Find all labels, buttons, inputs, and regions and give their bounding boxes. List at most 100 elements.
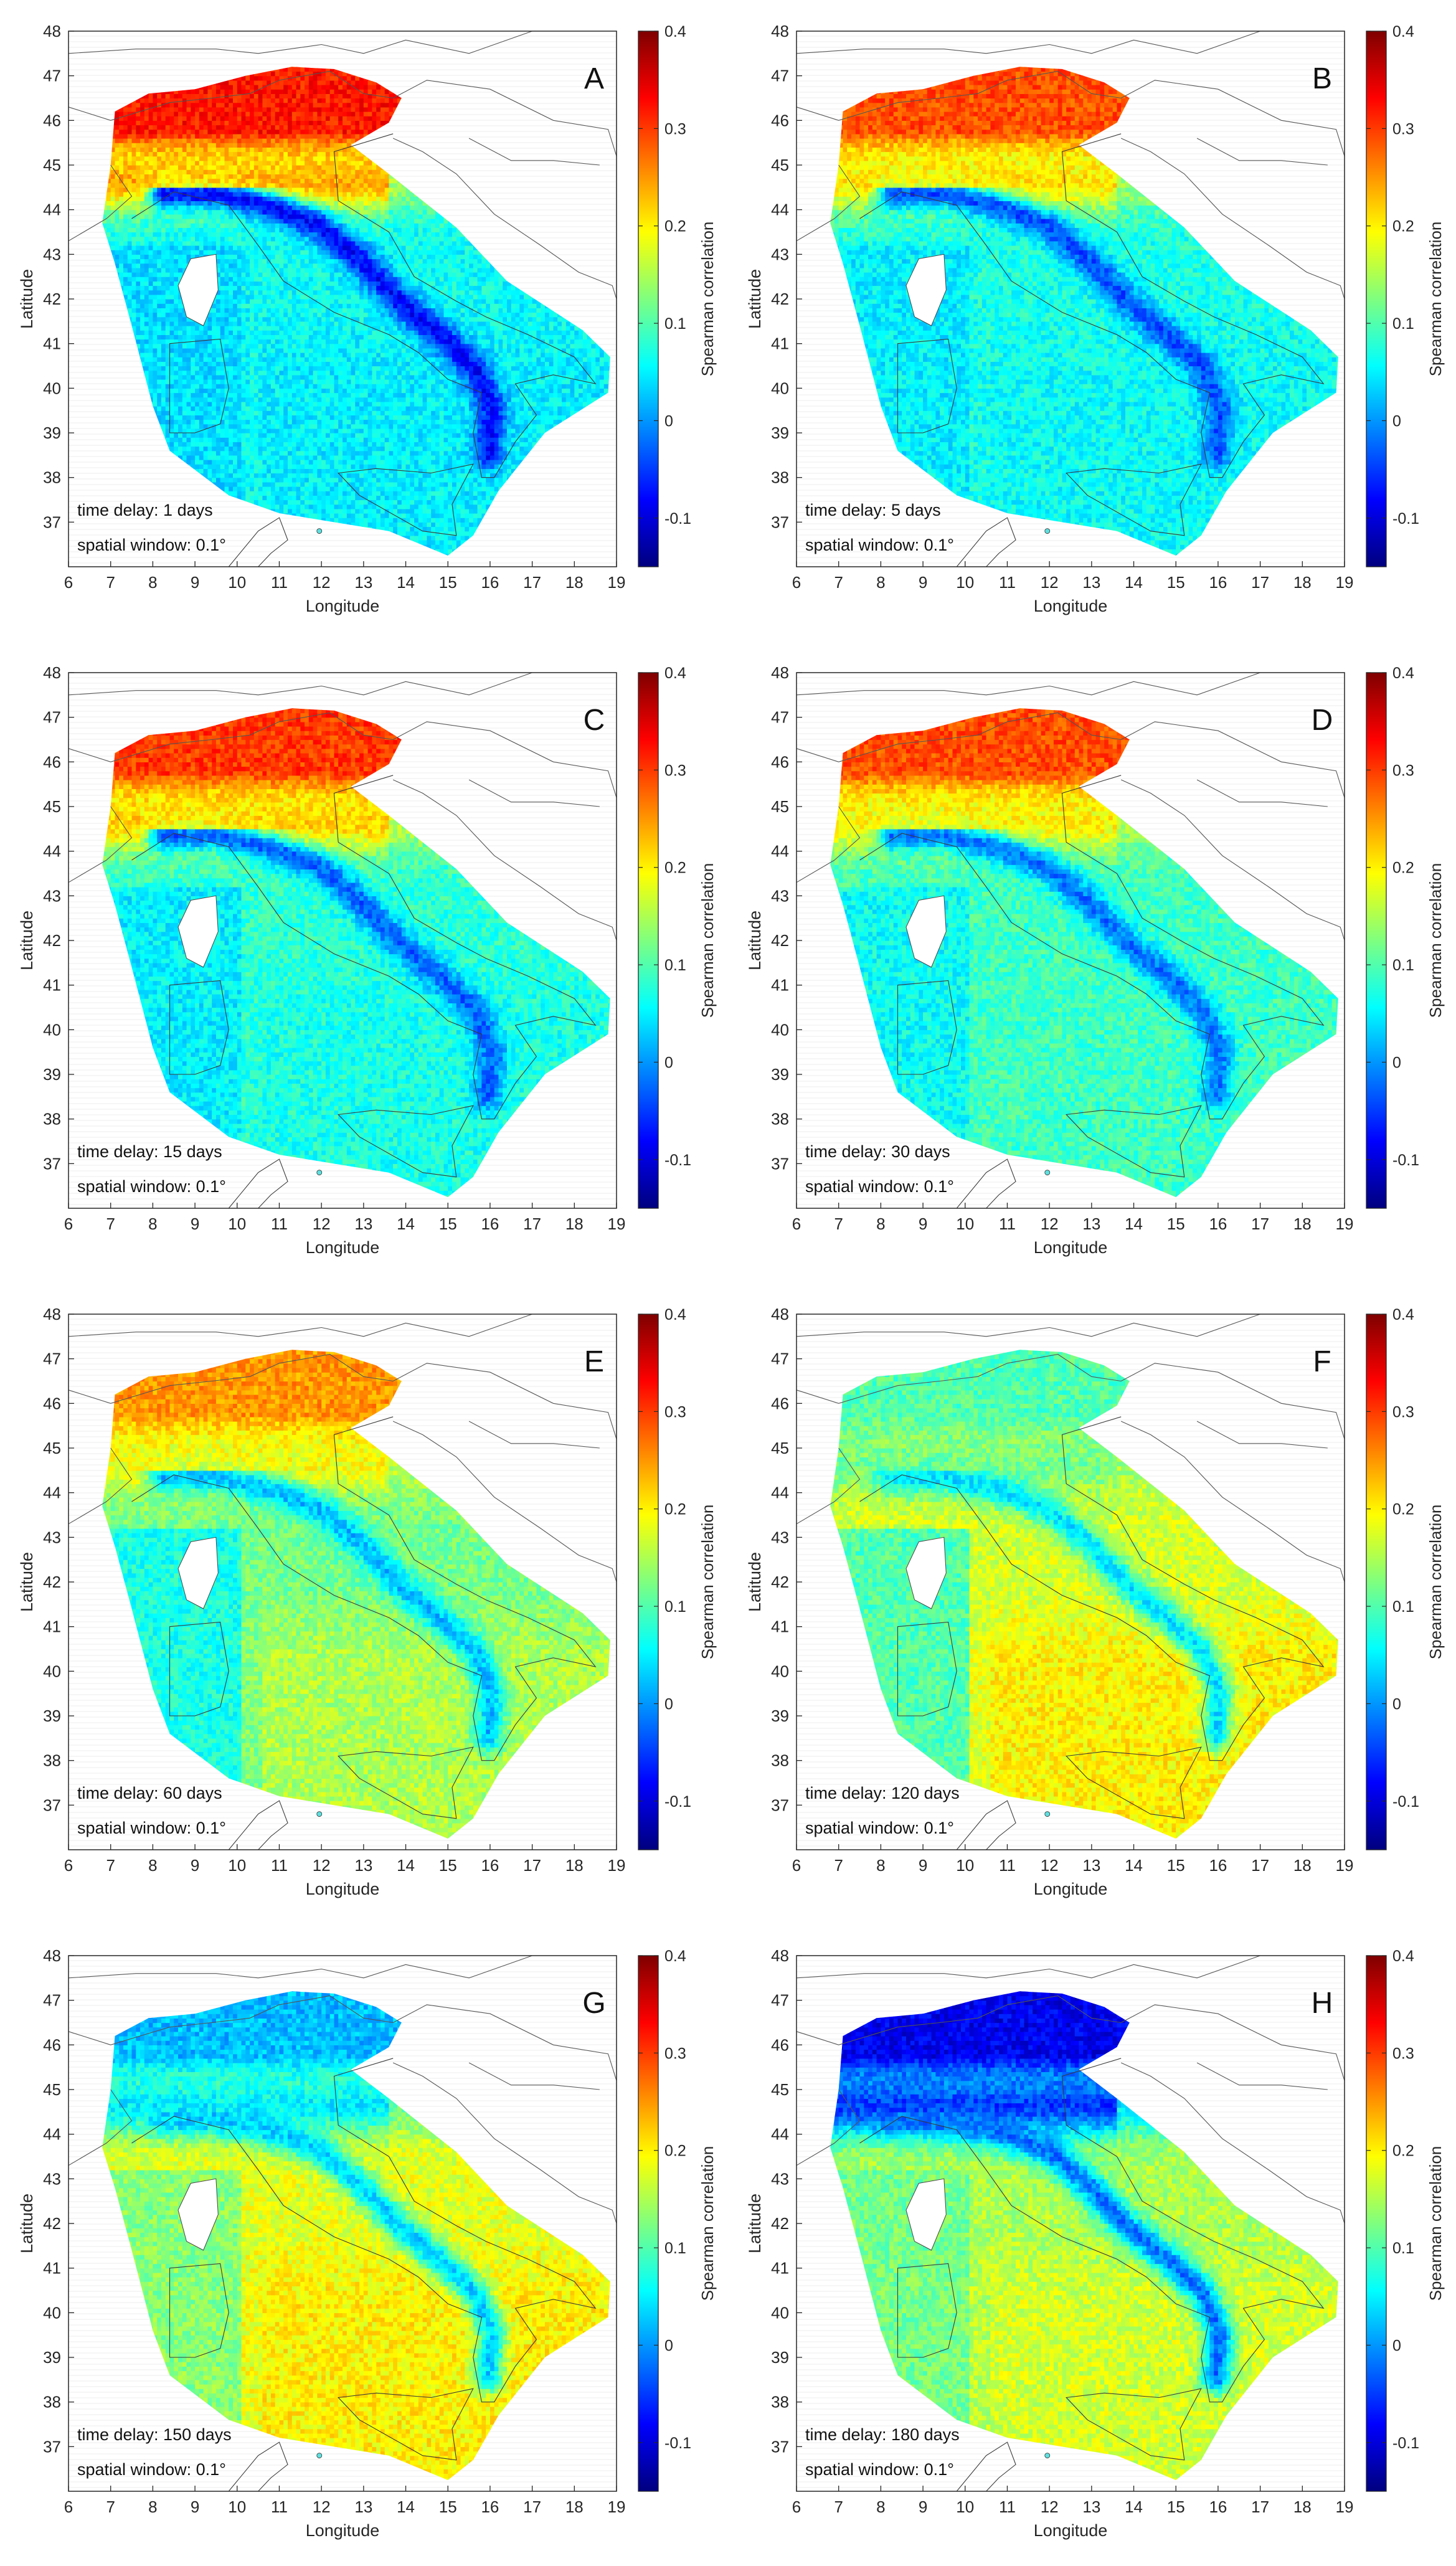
x-tick-label: 19: [1336, 1214, 1354, 1233]
panel-letter: A: [584, 62, 604, 95]
x-tick-label: 13: [1082, 573, 1100, 592]
y-tick-label: 48: [43, 1305, 61, 1323]
y-tick-label: 44: [771, 1484, 789, 1502]
y-tick-label: 37: [43, 513, 61, 531]
colorbar-tick-label: 0.4: [664, 23, 686, 40]
y-tick-label: 37: [43, 2437, 61, 2456]
colorbar-tick-label: 0.1: [664, 2240, 686, 2257]
x-tick-label: 11: [271, 1214, 288, 1233]
y-tick-label: 43: [771, 1528, 789, 1546]
y-tick-label: 47: [771, 1991, 789, 2010]
y-tick-label: 46: [43, 752, 61, 771]
pantelleria-island: [317, 2453, 322, 2458]
colorbar: [638, 1314, 658, 1850]
y-tick-label: 38: [771, 1110, 789, 1129]
x-tick-label: 15: [439, 1856, 457, 1875]
y-tick-label: 38: [43, 1751, 61, 1770]
x-tick-label: 8: [148, 1856, 157, 1875]
y-tick-label: 42: [43, 2214, 61, 2233]
y-tick-label: 44: [771, 2125, 789, 2144]
colorbar: [638, 673, 658, 1208]
y-tick-label: 40: [771, 2303, 789, 2322]
colorbar-tick-label: 0: [664, 412, 673, 430]
x-tick-label: 16: [481, 573, 499, 592]
colorbar-tick-label: 0.2: [664, 218, 686, 235]
y-tick-label: 45: [771, 156, 789, 174]
y-tick-label: 42: [43, 290, 61, 308]
x-tick-label: 9: [919, 2497, 927, 2516]
y-tick-label: 38: [771, 2393, 789, 2412]
y-tick-label: 47: [43, 708, 61, 727]
y-tick-label: 46: [771, 2035, 789, 2054]
x-tick-label: 7: [834, 2497, 843, 2516]
x-axis-label: Longitude: [306, 597, 380, 615]
y-tick-label: 39: [771, 1707, 789, 1725]
colorbar-tick-label: 0: [664, 1695, 673, 1713]
spatial-window-label: spatial window: 0.1°: [805, 1177, 954, 1196]
x-tick-label: 9: [919, 1856, 927, 1875]
x-tick-label: 14: [397, 573, 415, 592]
y-tick-label: 37: [771, 2437, 789, 2456]
colorbar-tick-label: 0.1: [1392, 315, 1414, 333]
spatial-window-label: spatial window: 0.1°: [805, 2460, 954, 2479]
x-axis-label: Longitude: [306, 2521, 380, 2540]
y-tick-label: 45: [43, 797, 61, 816]
x-tick-label: 7: [106, 1214, 115, 1233]
colorbar-tick-label: 0.2: [1392, 218, 1414, 235]
x-tick-label: 8: [876, 2497, 885, 2516]
x-tick-label: 12: [1041, 573, 1059, 592]
spatial-window-label: spatial window: 0.1°: [77, 1819, 226, 1837]
colorbar-tick-label: 0.3: [664, 120, 686, 138]
x-tick-label: 16: [481, 1856, 499, 1875]
y-tick-label: 41: [771, 1617, 789, 1636]
x-tick-label: 13: [1082, 1214, 1100, 1233]
y-tick-label: 48: [771, 22, 789, 40]
x-tick-label: 18: [1293, 1856, 1312, 1875]
y-tick-label: 39: [771, 1065, 789, 1084]
y-axis-label: Latitude: [17, 269, 36, 329]
colorbar-tick-label: 0.4: [1392, 665, 1414, 682]
y-tick-label: 46: [43, 2035, 61, 2054]
y-tick-label: 41: [43, 334, 61, 353]
x-tick-label: 13: [354, 573, 372, 592]
x-tick-label: 16: [1209, 2497, 1227, 2516]
colorbar-tick-label: 0: [1392, 1695, 1401, 1713]
x-tick-label: 9: [191, 1214, 199, 1233]
x-tick-label: 7: [834, 1214, 843, 1233]
x-tick-label: 12: [313, 573, 331, 592]
colorbar-label: Spearman correlation: [698, 863, 717, 1018]
colorbar-tick-label: 0.4: [664, 1306, 686, 1323]
x-tick-label: 8: [876, 1214, 885, 1233]
x-tick-label: 6: [64, 573, 73, 592]
x-tick-label: 6: [792, 1856, 801, 1875]
y-tick-label: 39: [43, 424, 61, 442]
time-delay-label: time delay: 1 days: [77, 501, 213, 519]
x-tick-label: 8: [876, 1856, 885, 1875]
x-tick-label: 7: [106, 2497, 115, 2516]
x-tick-label: 8: [876, 573, 885, 592]
y-tick-label: 45: [771, 1439, 789, 1457]
x-tick-label: 14: [1125, 1214, 1143, 1233]
spatial-window-label: spatial window: 0.1°: [77, 2460, 226, 2479]
y-axis-label: Latitude: [17, 2194, 36, 2253]
colorbar-label: Spearman correlation: [698, 2146, 717, 2301]
y-tick-label: 45: [771, 797, 789, 816]
y-tick-label: 43: [43, 1528, 61, 1546]
colorbar-tick-label: 0.4: [1392, 1948, 1414, 1965]
colorbar-tick-label: 0.2: [1392, 2142, 1414, 2160]
x-tick-label: 11: [999, 573, 1016, 592]
x-tick-label: 11: [999, 1856, 1016, 1875]
x-tick-label: 11: [271, 573, 288, 592]
colorbar: [1366, 1956, 1386, 2491]
x-tick-label: 12: [1041, 1856, 1059, 1875]
x-tick-label: 7: [834, 1856, 843, 1875]
pantelleria-island: [317, 529, 322, 534]
y-tick-label: 48: [43, 663, 61, 682]
x-tick-label: 9: [191, 2497, 199, 2516]
colorbar-tick-label: -0.1: [1392, 1793, 1419, 1811]
x-tick-label: 10: [228, 573, 246, 592]
